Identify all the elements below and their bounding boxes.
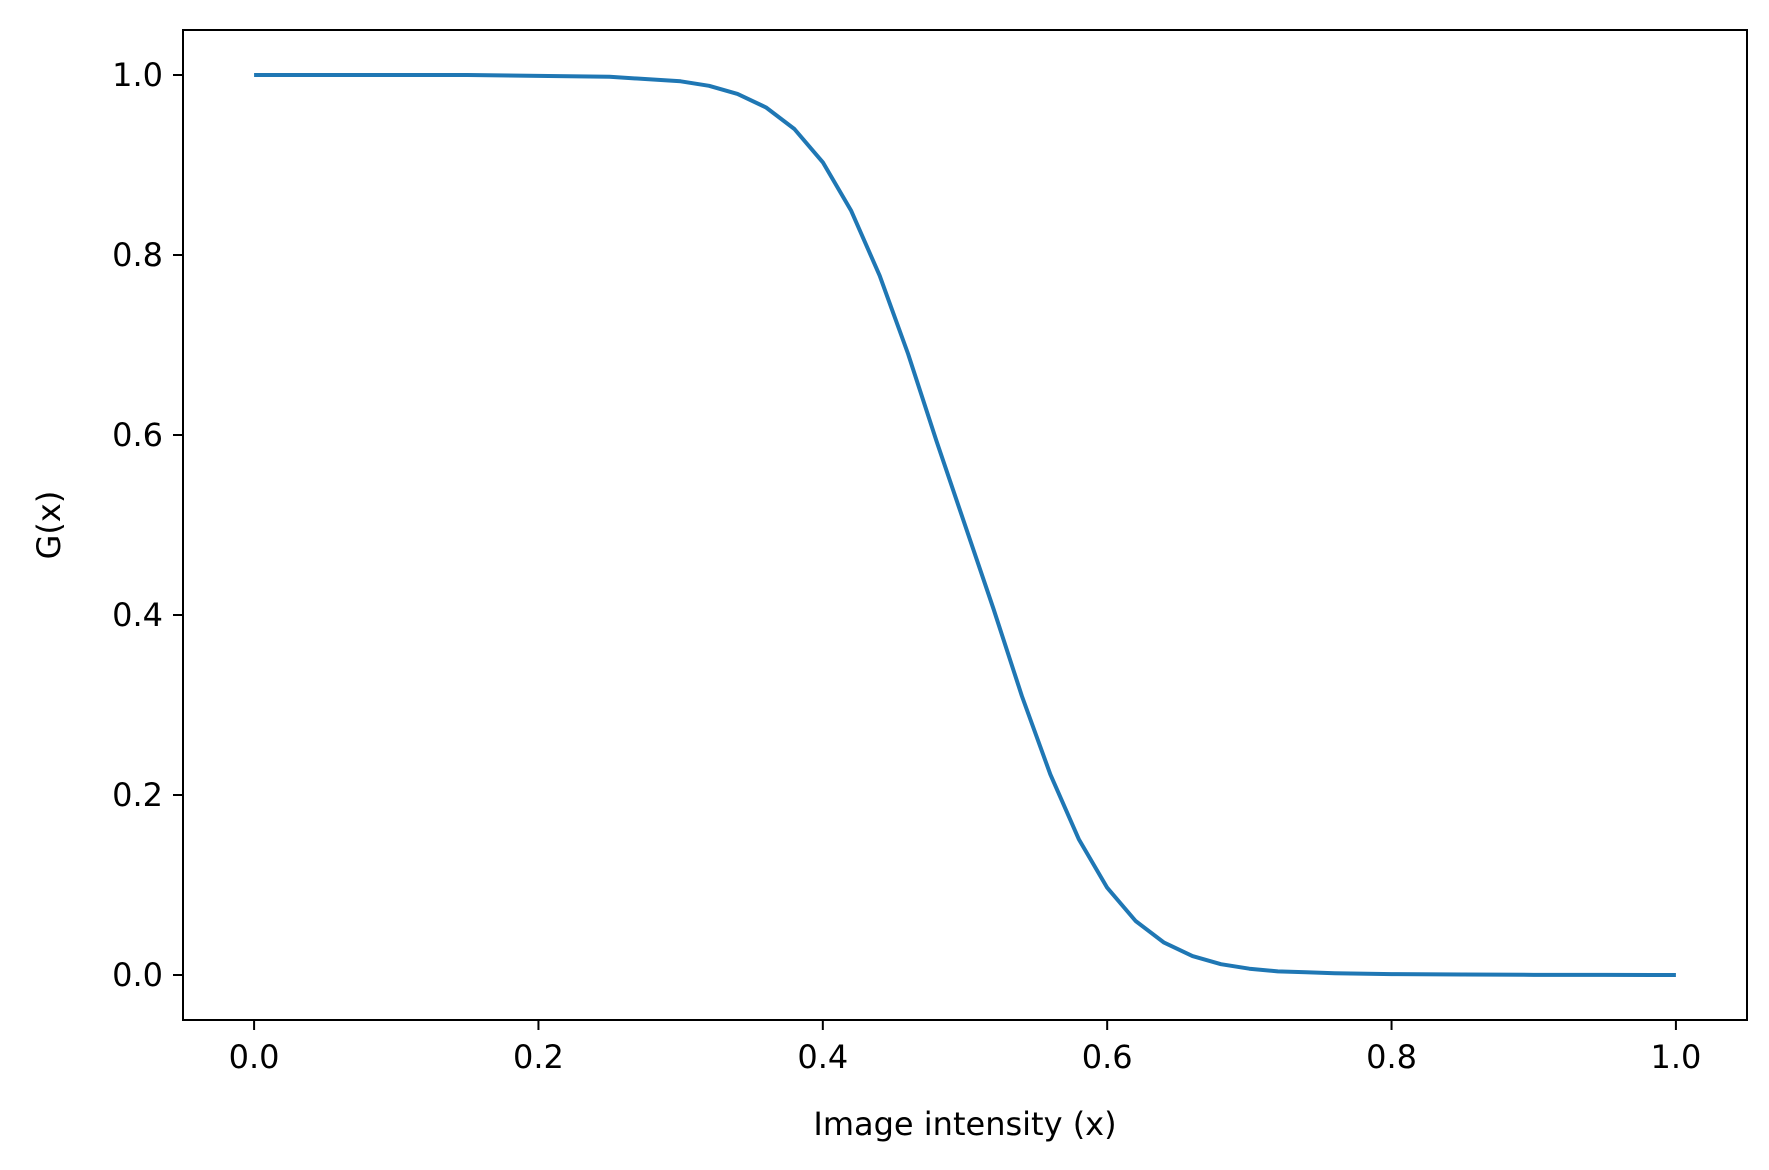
x-tick-label: 0.0 (229, 1038, 280, 1076)
x-tick-label: 1.0 (1650, 1038, 1701, 1076)
x-tick-label: 0.2 (513, 1038, 564, 1076)
y-axis-ticks: 0.0 0.2 0.4 0.6 0.8 1.0 (112, 56, 183, 994)
series-layer (254, 73, 1676, 977)
plot-frame (182, 29, 1748, 1021)
x-tick-label: 0.8 (1366, 1038, 1417, 1076)
y-tick-label: 1.0 (112, 56, 163, 94)
x-tick-label: 0.4 (797, 1038, 848, 1076)
x-axis-ticks: 0.0 0.2 0.4 0.6 0.8 1.0 (229, 1020, 1701, 1076)
y-tick-label: 0.0 (112, 956, 163, 994)
x-tick-label: 0.6 (1082, 1038, 1133, 1076)
y-tick-label: 0.6 (112, 416, 163, 454)
y-axis-label: G(x) (30, 491, 68, 560)
y-tick-label: 0.4 (112, 596, 163, 634)
y-tick-label: 0.8 (112, 236, 163, 274)
y-tick-label: 0.2 (112, 776, 163, 814)
x-axis-label: Image intensity (x) (813, 1105, 1116, 1143)
series-line-0 (254, 73, 1676, 977)
